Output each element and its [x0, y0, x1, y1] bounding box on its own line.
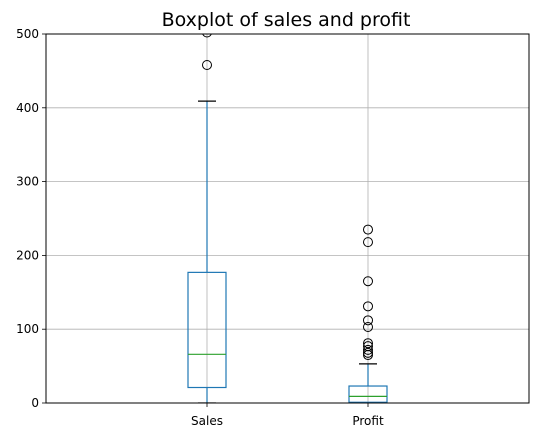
box-layer: [187, 34, 388, 403]
y-tick-label: 300: [16, 175, 39, 189]
y-tick-label: 0: [31, 396, 39, 410]
outlier-point: [363, 341, 373, 352]
box-iqr: [187, 271, 227, 389]
outlier-point: [363, 338, 373, 349]
outlier-point: [202, 34, 212, 38]
outlier-point: [363, 276, 373, 287]
x-tick-label: Sales: [191, 414, 223, 428]
x-tick-label: Profit: [352, 414, 384, 428]
outlier-point: [363, 321, 373, 332]
y-tick-label: 400: [16, 101, 39, 115]
axis-layer: 0 100 200 300 400 500 Sales Profit: [16, 27, 384, 428]
y-tick-label: 100: [16, 322, 39, 336]
grid-layer: [46, 33, 529, 404]
outlier-point: [202, 59, 212, 70]
chart-title: Boxplot of sales and profit: [162, 9, 411, 31]
plot-frame: [45, 33, 530, 404]
outlier-point: [363, 344, 373, 355]
outlier-point: [363, 224, 373, 235]
outlier-point: [363, 347, 373, 358]
y-tick-label: 500: [16, 27, 39, 41]
y-tick-label: 200: [16, 248, 39, 262]
box-iqr: [348, 385, 388, 403]
outlier-point: [363, 237, 373, 248]
outlier-point: [363, 301, 373, 312]
outlier-point: [363, 315, 373, 326]
box-group: [187, 34, 388, 403]
